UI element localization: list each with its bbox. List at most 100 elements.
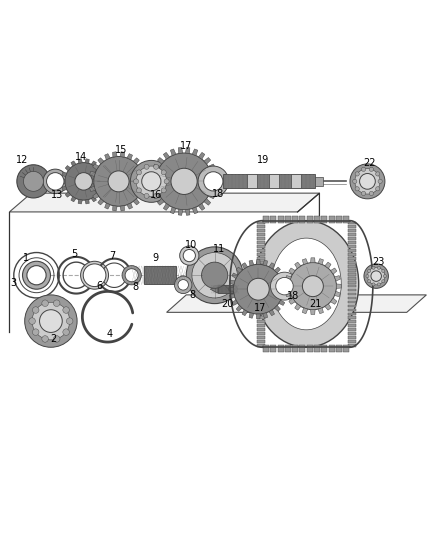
Bar	[348, 293, 356, 295]
Circle shape	[201, 262, 228, 288]
Circle shape	[369, 167, 374, 172]
Bar	[348, 229, 356, 232]
Circle shape	[383, 274, 386, 278]
Circle shape	[247, 278, 269, 300]
Circle shape	[63, 307, 69, 313]
Bar	[348, 261, 356, 264]
Text: 12: 12	[16, 156, 29, 165]
Bar	[257, 305, 265, 307]
Polygon shape	[335, 292, 340, 297]
Polygon shape	[185, 148, 190, 154]
Bar	[270, 345, 276, 352]
Bar	[300, 345, 305, 352]
Polygon shape	[242, 263, 247, 269]
Bar	[278, 216, 284, 223]
Polygon shape	[62, 186, 67, 191]
Circle shape	[144, 193, 149, 198]
Polygon shape	[98, 158, 104, 164]
Polygon shape	[170, 149, 176, 156]
Polygon shape	[279, 273, 285, 278]
Circle shape	[198, 166, 229, 197]
Text: 13: 13	[51, 190, 64, 200]
Polygon shape	[61, 180, 65, 183]
Polygon shape	[150, 179, 156, 183]
Bar	[348, 249, 356, 252]
Polygon shape	[192, 207, 198, 214]
Polygon shape	[102, 180, 106, 183]
Circle shape	[355, 172, 359, 176]
Bar	[257, 273, 265, 276]
Polygon shape	[142, 187, 148, 191]
Circle shape	[364, 264, 389, 288]
Circle shape	[375, 172, 380, 176]
Circle shape	[183, 249, 195, 262]
Circle shape	[204, 172, 223, 191]
Bar	[348, 273, 356, 276]
Polygon shape	[153, 193, 160, 199]
Circle shape	[154, 164, 159, 169]
Circle shape	[39, 310, 62, 333]
Bar	[348, 241, 356, 244]
Bar	[247, 174, 257, 188]
Bar	[257, 265, 265, 268]
Circle shape	[134, 179, 138, 184]
Polygon shape	[331, 268, 337, 274]
Polygon shape	[229, 287, 233, 291]
Polygon shape	[204, 158, 211, 164]
Polygon shape	[311, 258, 315, 263]
Circle shape	[174, 276, 192, 294]
Bar	[348, 317, 356, 319]
Circle shape	[154, 193, 159, 198]
Circle shape	[25, 295, 77, 348]
Bar	[328, 216, 335, 223]
Circle shape	[360, 174, 375, 189]
Bar	[257, 257, 265, 260]
Circle shape	[367, 280, 371, 283]
Polygon shape	[311, 310, 315, 314]
Polygon shape	[208, 164, 215, 170]
Circle shape	[27, 265, 46, 285]
Bar	[307, 216, 313, 223]
Circle shape	[276, 277, 293, 295]
Polygon shape	[286, 292, 291, 297]
Text: 11: 11	[213, 244, 225, 254]
Circle shape	[355, 187, 359, 191]
Bar	[285, 216, 291, 223]
Bar	[233, 282, 237, 296]
Text: 23: 23	[372, 257, 385, 266]
Bar	[223, 174, 315, 188]
Polygon shape	[282, 294, 287, 298]
Circle shape	[83, 264, 106, 287]
Polygon shape	[302, 308, 308, 313]
Polygon shape	[275, 305, 280, 311]
Circle shape	[164, 179, 169, 184]
Polygon shape	[138, 164, 145, 169]
Polygon shape	[178, 209, 183, 215]
Bar	[348, 301, 356, 303]
Polygon shape	[318, 308, 323, 313]
Bar	[257, 301, 265, 303]
Bar	[270, 216, 276, 223]
Bar	[348, 265, 356, 268]
Circle shape	[378, 266, 381, 269]
Circle shape	[161, 170, 166, 175]
Circle shape	[131, 160, 172, 203]
Polygon shape	[198, 152, 205, 159]
Bar	[257, 309, 265, 311]
Polygon shape	[286, 276, 291, 281]
Circle shape	[372, 266, 375, 269]
Polygon shape	[133, 158, 139, 164]
Text: 15: 15	[115, 145, 127, 155]
Polygon shape	[105, 203, 110, 209]
Polygon shape	[282, 280, 287, 285]
Bar	[348, 257, 356, 260]
Circle shape	[192, 253, 237, 298]
Polygon shape	[325, 304, 331, 310]
Polygon shape	[98, 199, 104, 205]
Bar	[348, 309, 356, 311]
Polygon shape	[279, 300, 285, 305]
Ellipse shape	[254, 221, 359, 348]
Polygon shape	[62, 172, 67, 177]
Polygon shape	[105, 154, 110, 160]
Polygon shape	[275, 267, 280, 273]
